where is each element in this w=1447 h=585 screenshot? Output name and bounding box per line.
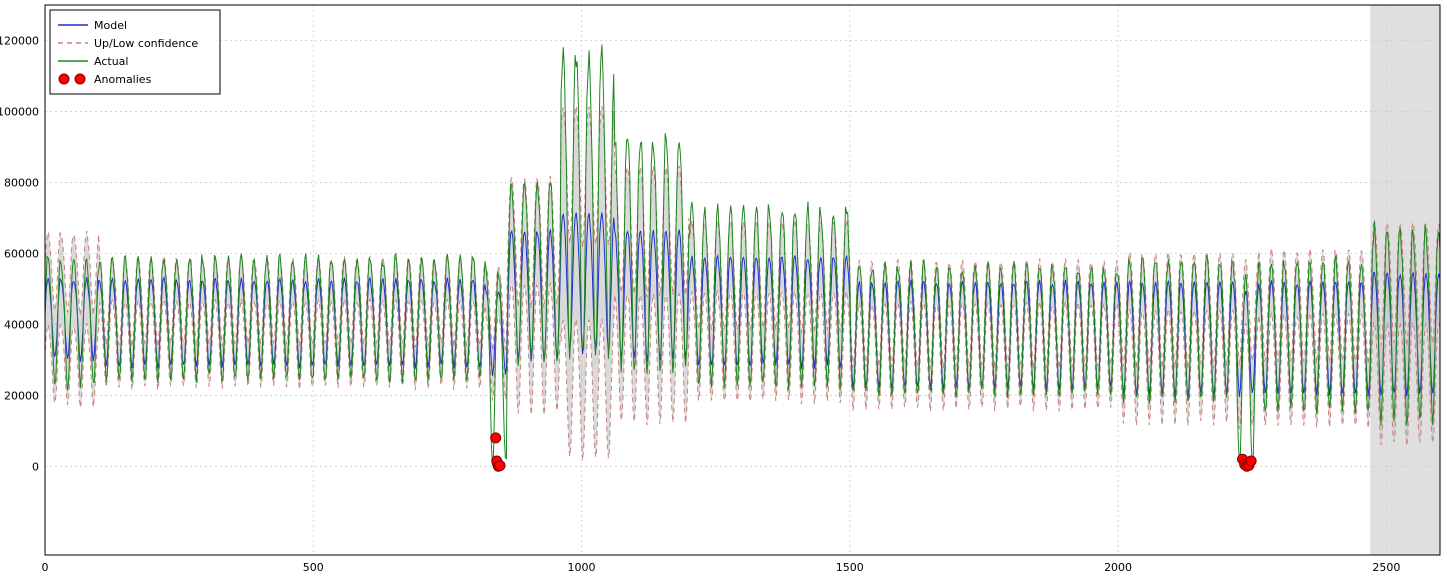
time-series-anomaly-chart: 0 20000 40000 60000 80000 100000 120000 0 500 100…	[0, 0, 1447, 585]
legend-label: Actual	[94, 55, 128, 68]
y-tick-label: 20000	[4, 389, 39, 402]
y-tick-label: 80000	[4, 176, 39, 189]
x-tick-label: 2000	[1104, 561, 1132, 574]
legend-label: Model	[94, 19, 127, 32]
x-tick-label: 1000	[568, 561, 596, 574]
x-tick-label: 2500	[1372, 561, 1400, 574]
legend-label: Up/Low confidence	[94, 37, 198, 50]
x-tick-label: 0	[42, 561, 49, 574]
anomaly-marker	[491, 433, 501, 443]
x-tick-label: 500	[303, 561, 324, 574]
anomaly-marker	[495, 461, 505, 471]
y-tick-label: 0	[32, 460, 39, 473]
y-tick-label: 100000	[0, 105, 39, 118]
chart-svg: 0 20000 40000 60000 80000 100000 120000 0 500 100…	[0, 0, 1447, 585]
y-tick-label: 60000	[4, 247, 39, 260]
y-tick-label: 40000	[4, 318, 39, 331]
y-tick-label: 120000	[0, 34, 39, 47]
anomaly-marker	[1246, 456, 1256, 466]
x-tick-label: 1500	[836, 561, 864, 574]
legend-label: Anomalies	[94, 73, 152, 86]
